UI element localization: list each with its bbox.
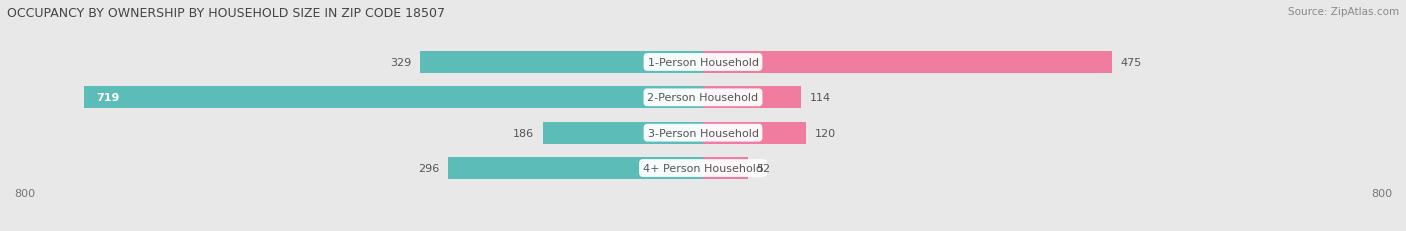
Text: 114: 114 [810, 93, 831, 103]
Text: 2-Person Household: 2-Person Household [647, 93, 759, 103]
Text: 475: 475 [1121, 58, 1142, 68]
Text: 296: 296 [418, 163, 440, 173]
Bar [419, 52, 703, 74]
Text: 800: 800 [1371, 189, 1392, 199]
Text: 800: 800 [14, 189, 35, 199]
Text: 1-Person Household: 1-Person Household [648, 58, 758, 68]
Text: 719: 719 [97, 93, 120, 103]
Text: 4+ Person Household: 4+ Person Household [643, 163, 763, 173]
Bar [449, 157, 703, 179]
Text: 52: 52 [756, 163, 770, 173]
Text: 186: 186 [513, 128, 534, 138]
Bar [703, 52, 1112, 74]
Text: Source: ZipAtlas.com: Source: ZipAtlas.com [1288, 7, 1399, 17]
Bar [703, 87, 801, 109]
Text: OCCUPANCY BY OWNERSHIP BY HOUSEHOLD SIZE IN ZIP CODE 18507: OCCUPANCY BY OWNERSHIP BY HOUSEHOLD SIZE… [7, 7, 446, 20]
Bar [543, 122, 703, 144]
Bar [703, 157, 748, 179]
Text: 120: 120 [815, 128, 837, 138]
Text: 329: 329 [389, 58, 411, 68]
Bar [703, 122, 807, 144]
Text: 3-Person Household: 3-Person Household [648, 128, 758, 138]
Bar [84, 87, 703, 109]
